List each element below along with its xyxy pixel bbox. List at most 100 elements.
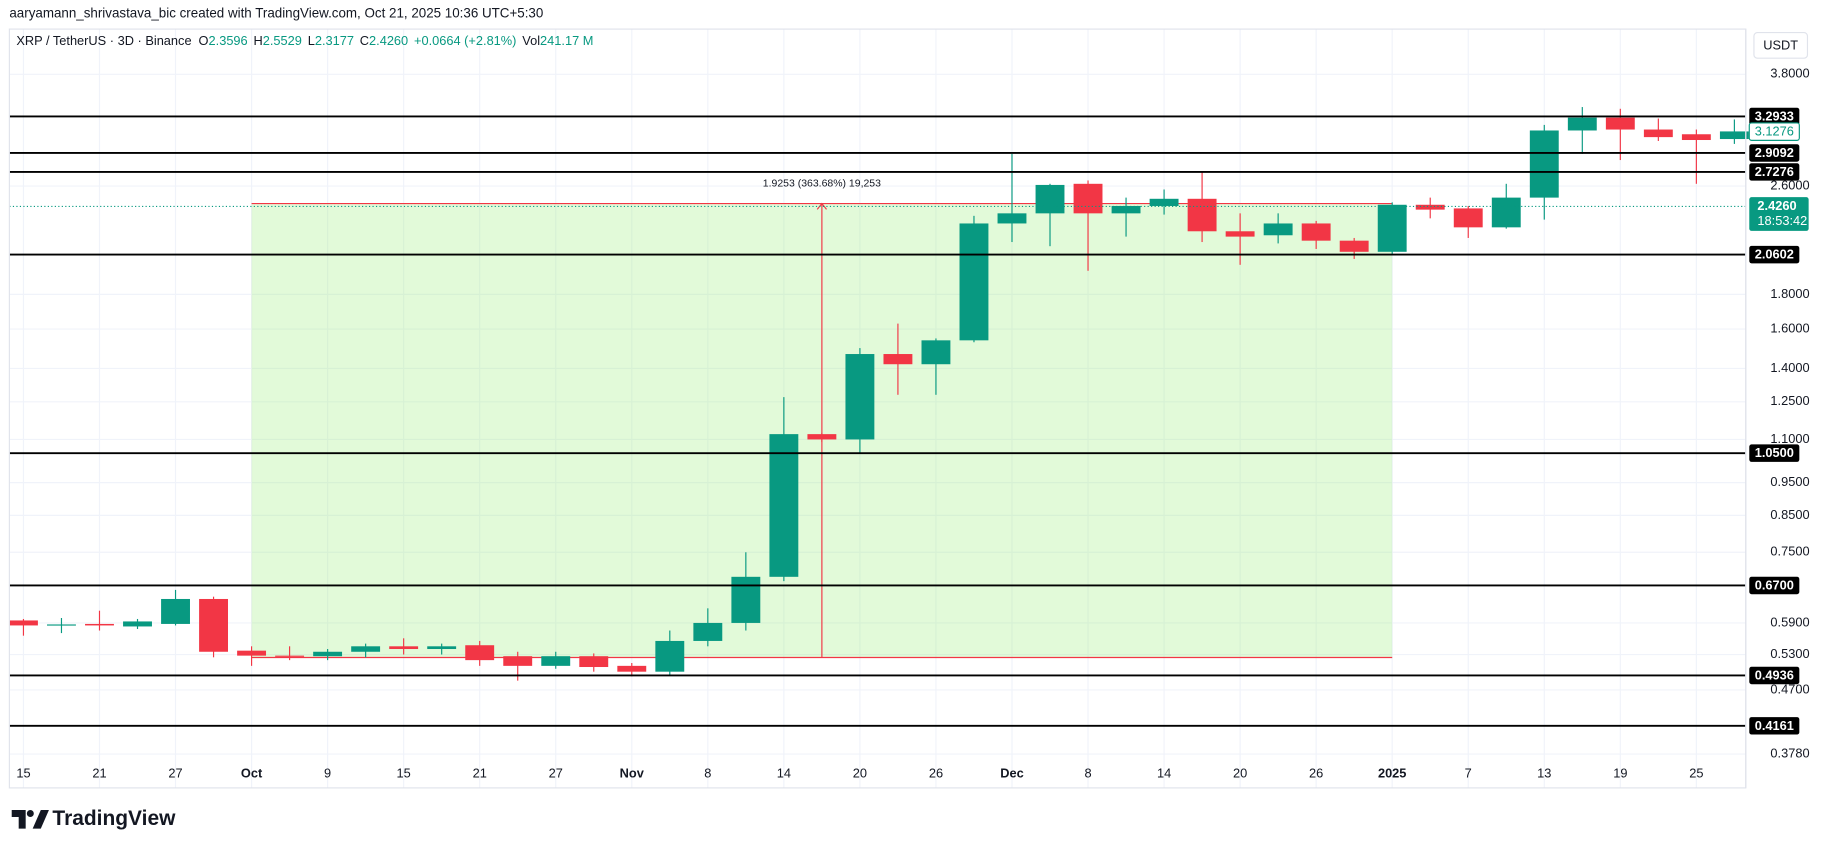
level-tag (1749, 576, 1800, 595)
candle-body (9, 620, 38, 626)
logo-icon (11, 810, 26, 829)
y-tick-label: 0.9500 (1770, 474, 1809, 489)
candle-body (503, 656, 533, 666)
candle-body (465, 645, 495, 661)
y-tick-label: 1.2500 (1770, 393, 1809, 408)
candle-body (1491, 197, 1521, 228)
candle-body (1453, 208, 1483, 228)
y-tick-label: 0.7500 (1770, 544, 1809, 559)
currency[interactable]: USDT (1763, 37, 1798, 52)
candle-body (1073, 183, 1103, 214)
candle-body (313, 651, 343, 657)
level-label: 0.6700 (1755, 577, 1794, 592)
level-tag (1749, 666, 1800, 685)
x-tick-label: 2025 (1378, 765, 1406, 780)
candle-body (1339, 240, 1369, 252)
x-tick-label: 7 (1465, 765, 1472, 780)
y-tick-label: 1.1000 (1770, 431, 1809, 446)
x-tick-label: 8 (1084, 765, 1091, 780)
x-tick-label: Dec (1000, 765, 1023, 780)
candle-body (769, 434, 799, 577)
y-tick-label: 3.8000 (1770, 66, 1809, 81)
x-tick-label: 20 (853, 765, 867, 780)
level-label: 3.2933 (1755, 108, 1794, 123)
logo (11, 810, 49, 829)
candle-body (47, 624, 76, 626)
legend-value: 241.17 M (540, 33, 593, 48)
level-label: 1.0500 (1755, 445, 1794, 460)
candle-body (655, 640, 685, 672)
candle-body (1377, 204, 1407, 252)
legend-label: L (308, 33, 315, 48)
candle-body (389, 646, 419, 650)
legend-value: 2.3596 (209, 33, 248, 48)
y-tick-label: 0.4700 (1770, 681, 1809, 696)
measure-label: 1.9253 (363.68%) 19,253 (763, 179, 881, 190)
candle-body (1225, 231, 1255, 237)
legend-value: 2.3177 (315, 33, 354, 48)
last-price-label: 3.1276 (1755, 124, 1794, 139)
currency-box[interactable] (1753, 32, 1809, 59)
legend-label: C (360, 33, 369, 48)
x-tick-label: 8 (704, 765, 711, 780)
candle-body (85, 623, 114, 626)
countdown: 18:53:42 (1757, 213, 1807, 228)
level-tag (1749, 245, 1800, 264)
x-tick-label: 21 (92, 765, 106, 780)
level-tag (1749, 717, 1800, 735)
candle-body (1567, 117, 1597, 131)
candle-body (579, 656, 609, 668)
y-tick-label: 1.8000 (1770, 286, 1809, 301)
x-tick-label: 13 (1537, 765, 1551, 780)
x-tick-label: 20 (1233, 765, 1247, 780)
y-tick-label: 0.5300 (1770, 646, 1809, 661)
current-price-tag (1749, 197, 1809, 231)
current-price-label: 2.4260 (1757, 198, 1796, 213)
candle-body (123, 621, 152, 627)
symbol: XRP / TetherUS · 3D · Binance (16, 33, 191, 48)
candle-body (1681, 134, 1711, 141)
legend: XRP / TetherUS · 3D · Binance O2.3596 H2.5… (16, 33, 593, 48)
credit: aaryamann_shrivastava_bic created with T… (9, 5, 543, 20)
x-tick-label: 14 (1157, 765, 1171, 780)
candle-body (161, 598, 190, 624)
y-tick-label: 0.8500 (1770, 507, 1809, 522)
candle-body (883, 354, 913, 365)
y-tick-label: 0.3780 (1770, 745, 1809, 760)
candle-body (1719, 131, 1749, 140)
legend-value: 2.5529 (263, 33, 302, 48)
candle-body (541, 656, 571, 666)
x-tick-label: 27 (549, 765, 563, 780)
legend-change: +0.0664 (+2.81%) (414, 33, 516, 48)
candle-body (1149, 198, 1179, 206)
candle-body (731, 576, 761, 623)
candle-body (1263, 223, 1293, 236)
x-tick-label: 21 (473, 765, 487, 780)
level-tag (1749, 163, 1800, 181)
candle-body (807, 434, 837, 440)
level-tag (1749, 107, 1800, 126)
y-tick-label: 1.6000 (1770, 320, 1809, 335)
x-tick-label: Oct (241, 765, 263, 780)
x-tick-label: 9 (324, 765, 331, 780)
x-tick-label: 27 (168, 765, 182, 780)
candle-body (693, 622, 723, 641)
brand: TradingView (52, 807, 176, 830)
legend-label: Vol (522, 33, 540, 48)
logo-icon (26, 810, 34, 817)
levels (9, 115, 1746, 727)
candle-body (1301, 223, 1331, 241)
candle-body (1187, 198, 1217, 232)
level-tag (1749, 144, 1800, 162)
level-label: 0.4161 (1755, 718, 1794, 733)
candle-body (997, 213, 1027, 224)
x-tick-label: 15 (397, 765, 411, 780)
level-tag (1749, 444, 1800, 462)
measure: 1.9253 (363.68%) 19,253 (251, 179, 1393, 659)
legend-label: O (199, 33, 209, 48)
x-tick-label: 26 (1309, 765, 1323, 780)
x-tick-label: 25 (1689, 765, 1703, 780)
